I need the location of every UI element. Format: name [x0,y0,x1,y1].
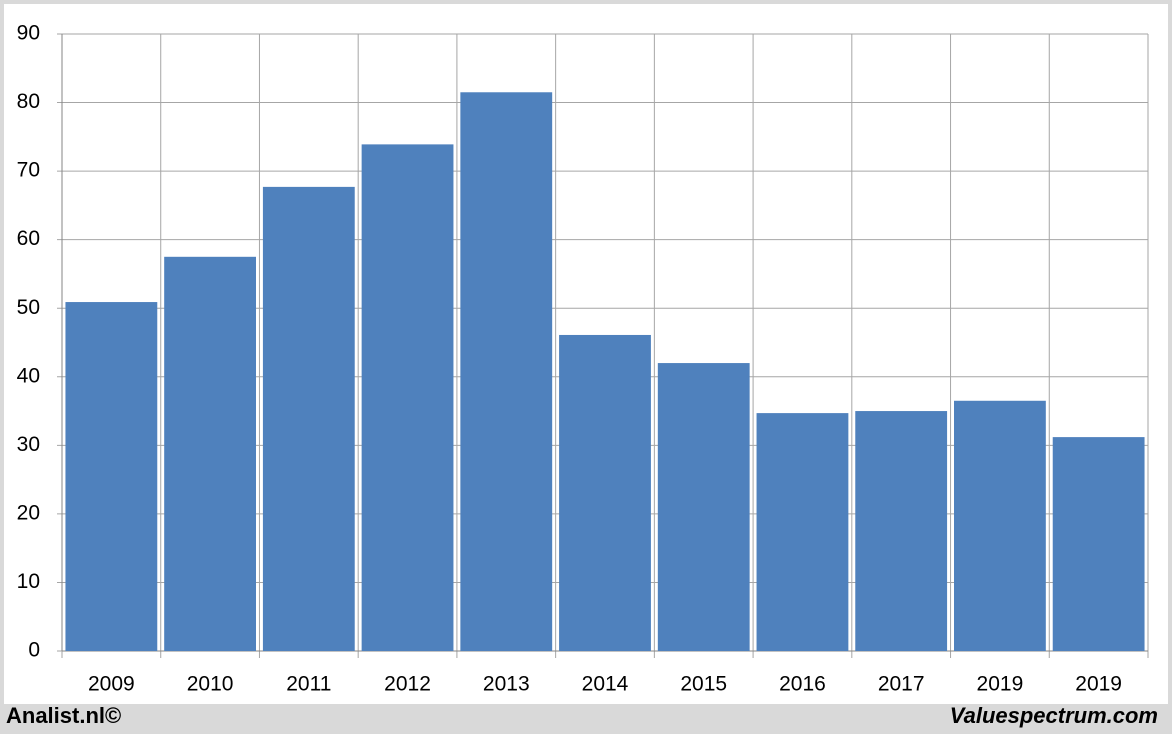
bar [65,302,158,651]
y-tick-label: 40 [17,364,40,387]
y-tick-label: 90 [17,22,40,45]
bar [855,411,948,651]
bar [559,334,651,651]
y-tick-label: 50 [17,296,40,319]
x-tick-label: 2016 [779,673,826,696]
x-tick-label: 2010 [187,673,234,696]
bar [361,144,454,651]
x-tick-label: 2019 [1075,673,1122,696]
bar [164,256,256,651]
x-tick-label: 2009 [88,673,135,696]
x-tick-label: 2019 [977,673,1024,696]
y-tick-label: 70 [17,159,40,182]
x-tick-label: 2015 [680,673,727,696]
y-tick-label: 20 [17,501,40,524]
bar [1052,437,1145,651]
x-tick-label: 2011 [286,673,331,696]
bar [756,413,849,651]
y-tick-label: 80 [17,90,40,113]
y-tick-label: 10 [17,570,40,593]
footer-right: Valuespectrum.com [950,703,1158,728]
bar [460,92,553,652]
bar [262,186,355,651]
bar [657,363,750,651]
x-tick-label: 2013 [483,673,530,696]
y-tick-label: 30 [17,433,40,456]
bar [954,400,1046,651]
x-tick-label: 2017 [878,673,925,696]
footer-left: Analist.nl© [6,703,121,728]
x-tick-label: 2014 [582,673,629,696]
y-tick-label: 60 [17,227,40,250]
y-tick-label: 0 [28,639,40,662]
x-tick-label: 2012 [384,673,431,696]
